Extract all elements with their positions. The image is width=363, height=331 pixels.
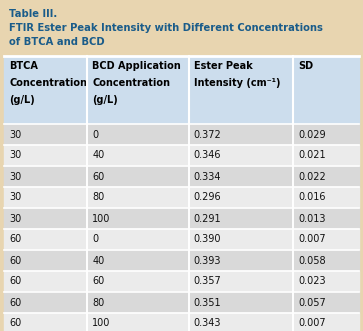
Text: (g/L): (g/L) [93,95,118,105]
Text: 60: 60 [9,234,21,245]
Text: 0.357: 0.357 [193,276,221,287]
Bar [4,56,359,124]
Text: 60: 60 [9,256,21,265]
Bar [4,4,359,56]
Text: 60: 60 [93,171,105,181]
Bar [4,187,359,208]
Bar [4,271,359,292]
Text: 30: 30 [9,171,21,181]
Text: 0.029: 0.029 [298,129,326,139]
Text: 0.022: 0.022 [298,171,326,181]
Text: 0: 0 [93,129,98,139]
Text: Ester Peak: Ester Peak [193,61,252,71]
Text: 0.393: 0.393 [193,256,221,265]
Text: SD: SD [298,61,313,71]
Text: 60: 60 [9,276,21,287]
Bar [4,313,359,331]
Text: 0.346: 0.346 [193,151,221,161]
Text: 0.057: 0.057 [298,298,326,307]
Bar [4,124,359,145]
Text: 30: 30 [9,193,21,203]
Text: 0.021: 0.021 [298,151,326,161]
Text: 80: 80 [93,193,105,203]
Text: 40: 40 [93,256,105,265]
Text: 0.058: 0.058 [298,256,326,265]
Text: FTIR Ester Peak Intensity with Different Concentrations: FTIR Ester Peak Intensity with Different… [9,23,323,33]
Text: Table III.: Table III. [9,9,57,19]
Text: 0.023: 0.023 [298,276,326,287]
Text: 60: 60 [9,318,21,328]
Text: 0.351: 0.351 [193,298,221,307]
Text: 0: 0 [93,234,98,245]
Text: 80: 80 [93,298,105,307]
Text: 30: 30 [9,151,21,161]
Text: 30: 30 [9,213,21,223]
Text: 0.343: 0.343 [193,318,221,328]
Text: (g/L): (g/L) [9,95,35,105]
Bar [4,250,359,271]
Text: Intensity (cm⁻¹): Intensity (cm⁻¹) [193,78,280,88]
Text: 0.291: 0.291 [193,213,221,223]
Text: Concentration: Concentration [93,78,170,88]
Text: 100: 100 [93,318,111,328]
Text: BTCA: BTCA [9,61,38,71]
Text: BCD Application: BCD Application [93,61,181,71]
Text: 0.334: 0.334 [193,171,221,181]
Bar [4,229,359,250]
Text: 30: 30 [9,129,21,139]
Text: 0.016: 0.016 [298,193,326,203]
Text: 0.296: 0.296 [193,193,221,203]
Text: 100: 100 [93,213,111,223]
Text: 40: 40 [93,151,105,161]
Text: 0.007: 0.007 [298,234,326,245]
Bar [4,292,359,313]
Text: of BTCA and BCD: of BTCA and BCD [9,37,105,47]
Bar [4,145,359,166]
Text: 0.372: 0.372 [193,129,221,139]
Bar [4,166,359,187]
Text: Concentration: Concentration [9,78,87,88]
Bar [4,208,359,229]
Text: 60: 60 [9,298,21,307]
Text: 0.013: 0.013 [298,213,326,223]
Text: 0.390: 0.390 [193,234,221,245]
Text: 60: 60 [93,276,105,287]
Text: 0.007: 0.007 [298,318,326,328]
